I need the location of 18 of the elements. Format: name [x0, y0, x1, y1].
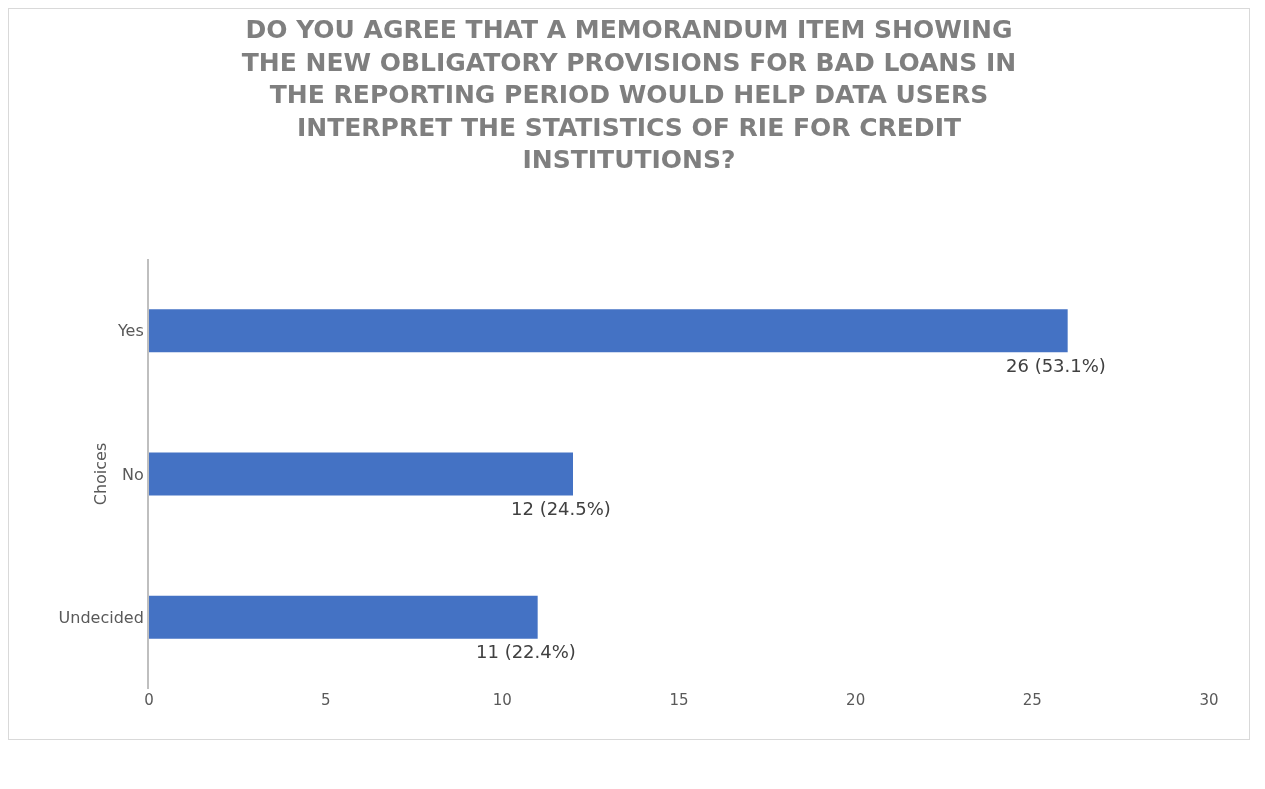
- y-axis-title: Choices: [91, 442, 110, 506]
- x-tick-label: 5: [320, 691, 331, 709]
- y-tick-label: Undecided: [58, 607, 144, 627]
- x-tick-label: 15: [669, 691, 689, 709]
- data-label: 12 (24.5%): [511, 498, 611, 519]
- x-tick-label: 0: [144, 691, 154, 709]
- y-tick-label: No: [122, 464, 144, 484]
- y-tick-label: Yes: [116, 321, 144, 341]
- x-tick-label: 25: [1022, 691, 1042, 709]
- data-label: 11 (22.4%): [476, 641, 576, 662]
- x-tick-label: 30: [1199, 691, 1219, 709]
- chart-title: DO YOU AGREE THAT A MEMORANDUM ITEM SHOWING THE NEW OBLIGATORY PROVISIONS FOR BAD LOANS IN THE REPORTING PERIOD WOULD HELP DATA USERS INTERPRET THE STATISTICS OF RIE FOR CREDIT INSTITUTIONS?: [241, 15, 1017, 175]
- bar: [149, 595, 538, 639]
- x-tick-label: 10: [492, 691, 512, 709]
- bar: [149, 452, 573, 496]
- x-tick-label: 20: [846, 691, 866, 709]
- data-label: 26 (53.1%): [1006, 355, 1106, 376]
- bar: [149, 309, 1068, 353]
